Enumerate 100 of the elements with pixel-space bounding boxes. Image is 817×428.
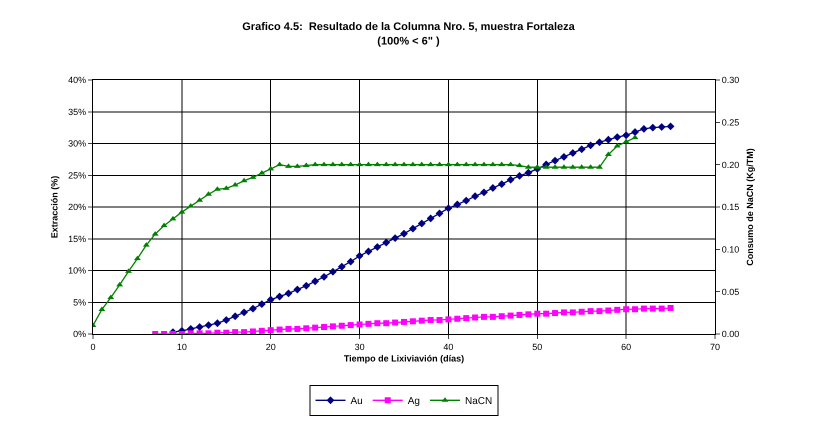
point [560,152,568,161]
point [471,192,479,200]
y-tick-label: 25% [68,170,86,180]
point [490,314,496,320]
point [508,312,514,319]
point [338,262,346,271]
point [284,289,292,298]
point [586,142,594,150]
point [356,321,363,328]
point [338,322,345,329]
y2-tick-label: 0.20 [722,160,740,170]
point [543,310,550,317]
point [658,306,665,312]
point [383,320,390,326]
y-tick-label: 30% [68,138,86,149]
point [632,306,638,312]
point [214,319,222,328]
point [294,326,300,332]
point [231,312,240,320]
point [463,315,470,322]
point [428,317,434,324]
point [498,313,505,320]
point [222,316,230,324]
x-tick-label: 30 [354,342,365,352]
y-tick-label: 40% [68,75,86,86]
point [276,292,284,300]
point [302,282,310,290]
point [400,230,408,238]
y-axis-title: Extracción (%) [50,176,60,238]
point [426,214,435,222]
point [552,310,558,316]
point [578,145,586,154]
point [330,323,336,330]
point [623,306,630,312]
point [578,308,585,315]
x-tick-label: 70 [710,342,720,352]
point [445,316,452,322]
legend-label: NaCN [464,396,492,408]
point [401,318,407,325]
point [408,224,417,232]
point [480,188,488,196]
point [525,311,532,318]
point [365,320,372,327]
point [436,209,444,218]
point [249,304,257,312]
point [650,306,656,312]
point [568,149,577,157]
point [613,133,622,142]
y-tick-label: 20% [68,202,86,212]
point [534,310,540,317]
legend-label: Au [350,396,363,408]
y-tick-label: 35% [68,106,86,117]
point [374,320,380,326]
point [311,277,320,286]
point [648,124,657,132]
point [631,128,639,136]
y2-tick-label: 0.10 [722,244,740,254]
chart-title: Grafico 4.5: Resultado de la Columna Nro. 5, muestra Fortaleza (100% < 6" ) [242,20,576,48]
point [560,309,567,316]
point [373,243,382,251]
y-tick-label: 10% [68,266,86,276]
y-tick-label: 15% [68,234,86,244]
point [444,204,452,212]
y2-axis-title: Consumo de NaCN (Kg/TM) [745,148,756,266]
point [640,306,647,312]
point [276,326,283,333]
point [551,156,559,165]
point [348,322,354,328]
x-tick-label: 0 [90,342,96,352]
point [410,318,416,324]
point [453,200,462,208]
point [604,136,612,144]
point [488,184,497,192]
point [356,252,364,260]
point [472,314,478,320]
point [605,308,612,314]
point [196,323,204,331]
x-axis-title: Tiempo de Lixiviavión (días) [344,354,464,364]
point [268,327,274,334]
point [596,308,602,314]
point [364,248,372,256]
x-tick-label: 50 [532,342,542,352]
point [658,123,666,131]
point [622,131,630,140]
y2-tick-label: 0.15 [722,202,740,212]
point [668,304,674,311]
y-tick-label: 0% [73,329,86,340]
point [436,317,443,324]
point [391,234,400,242]
point [516,172,524,180]
y2-tick-label: 0.05 [722,286,740,297]
y2-tick-label: 0.00 [722,329,740,340]
point [285,326,292,332]
point [321,324,328,330]
point [320,272,328,281]
point [570,309,576,316]
y2-tick-label: 0.25 [722,117,740,128]
point [480,314,487,320]
point [293,286,302,294]
point [506,176,515,184]
